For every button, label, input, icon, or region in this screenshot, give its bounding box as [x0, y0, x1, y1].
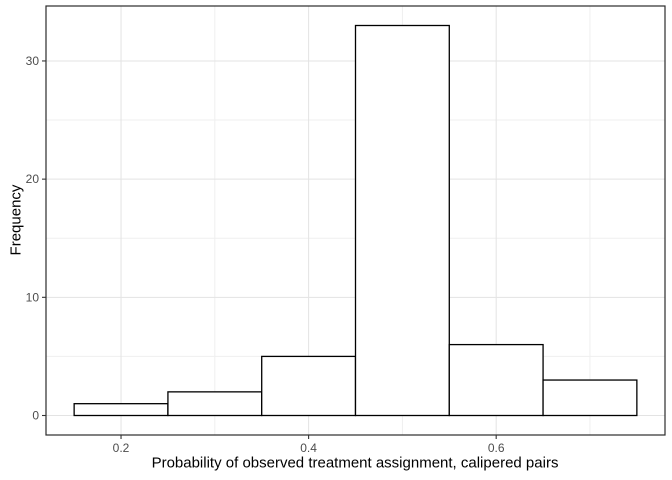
- x-tick-label: 0.2: [113, 441, 130, 455]
- panel-border: [45, 5, 666, 436]
- histogram-bar: [261, 355, 357, 417]
- x-tick-label: 0.4: [300, 441, 317, 455]
- histogram-bar: [354, 24, 450, 417]
- histogram-bar: [542, 379, 638, 417]
- histogram-bar: [167, 391, 263, 417]
- x-tick-label: 0.6: [488, 441, 505, 455]
- histogram-bar: [73, 403, 169, 417]
- y-tick-label: 0: [32, 409, 39, 423]
- histogram-bar: [448, 343, 544, 417]
- y-axis-title: Frequency: [7, 184, 25, 256]
- y-tick-label: 30: [26, 54, 40, 68]
- y-tick-label: 10: [26, 290, 40, 304]
- x-axis-title: Probability of observed treatment assign…: [151, 454, 559, 472]
- y-tick-label: 20: [26, 172, 40, 186]
